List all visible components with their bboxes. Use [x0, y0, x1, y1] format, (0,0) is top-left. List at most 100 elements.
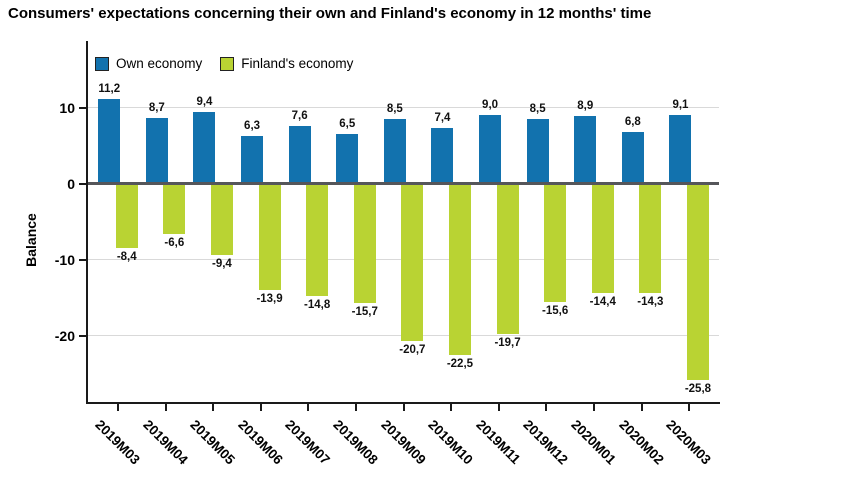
x-tick-label-2019M12: 2019M12	[520, 417, 572, 468]
bar-finlands-economy-2019M07	[306, 184, 329, 297]
bar-finlands-economy-2019M03	[115, 184, 138, 248]
bar-finlands-economy-2019M06	[258, 184, 281, 290]
value-label-own-economy-2019M12: 8,5	[529, 103, 546, 116]
bar-own-economy-2019M08	[336, 134, 359, 184]
x-tick-label-2019M05: 2019M05	[187, 417, 238, 468]
value-label-finlands-economy-2019M09: -20,7	[399, 344, 426, 357]
value-label-own-economy-2019M04: 8,7	[148, 101, 165, 114]
y-tick--20	[79, 334, 86, 337]
x-tick-label-2019M04: 2019M04	[139, 417, 191, 468]
x-tick-2019M09	[402, 404, 405, 411]
y-tick--10	[79, 258, 86, 261]
value-label-own-economy-2019M03: 11,2	[98, 82, 121, 95]
bar-own-economy-2020M03	[669, 114, 692, 184]
legend-item-finlands-economy: Finland's economy	[220, 56, 353, 71]
value-label-finlands-economy-2019M12: -15,6	[542, 305, 569, 318]
value-label-finlands-economy-2019M11: -19,7	[494, 336, 521, 349]
chart-title: Consumers' expectations concerning their…	[8, 5, 652, 22]
bar-finlands-economy-2019M11	[496, 184, 519, 334]
y-axis-title: Balance	[23, 213, 39, 267]
gridline-10	[88, 107, 719, 109]
legend: Own economy Finland's economy	[95, 56, 353, 71]
value-label-own-economy-2019M09: 8,5	[386, 103, 403, 116]
x-tick-2019M12	[545, 404, 548, 411]
x-tick-label-2019M03: 2019M03	[92, 417, 143, 468]
x-tick-2019M05	[212, 404, 215, 411]
x-tick-2020M01	[593, 404, 595, 411]
value-label-own-economy-2020M01: 8,9	[577, 100, 594, 113]
value-label-finlands-economy-2019M07: -14,8	[304, 299, 331, 312]
y-tick-10	[79, 106, 86, 109]
x-tick-2019M10	[450, 404, 453, 411]
value-label-own-economy-2019M07: 7,6	[291, 110, 308, 123]
bar-own-economy-2019M12	[526, 119, 549, 184]
bar-own-economy-2019M07	[288, 126, 311, 184]
value-label-own-economy-2020M02: 6,8	[624, 116, 641, 129]
value-label-finlands-economy-2019M10: -22,5	[446, 357, 474, 370]
value-label-finlands-economy-2020M02: -14,3	[637, 295, 664, 308]
legend-item-own-economy: Own economy	[95, 56, 202, 71]
bar-finlands-economy-2019M10	[448, 184, 471, 355]
y-tick-0	[79, 182, 86, 185]
value-label-finlands-economy-2019M05: -9,4	[212, 258, 232, 271]
bar-finlands-economy-2019M12	[544, 184, 567, 303]
bar-finlands-economy-2020M01	[591, 184, 614, 294]
bar-finlands-economy-2019M05	[210, 184, 233, 256]
value-label-own-economy-2019M08: 6,5	[339, 118, 356, 131]
x-tick-label-2020M02: 2020M02	[615, 417, 667, 468]
value-label-finlands-economy-2020M01: -14,4	[589, 296, 616, 309]
bar-own-economy-2019M05	[193, 112, 216, 184]
bar-own-economy-2019M06	[241, 136, 264, 184]
y-tick-label-10: 10	[59, 99, 75, 116]
value-label-own-economy-2019M10: 7,4	[434, 111, 451, 124]
y-axis-line	[86, 41, 88, 404]
x-tick-label-2020M03: 2020M03	[663, 417, 714, 468]
y-tick-label-0: 0	[67, 175, 75, 192]
bar-own-economy-2020M02	[621, 132, 644, 184]
x-tick-2019M11	[497, 404, 500, 411]
x-tick-2019M04	[164, 404, 167, 411]
x-tick-label-2019M08: 2019M08	[330, 417, 381, 468]
value-label-own-economy-2019M11: 9,0	[482, 99, 499, 112]
bar-own-economy-2019M10	[431, 127, 454, 184]
bar-finlands-economy-2019M09	[401, 184, 424, 342]
x-tick-2019M03	[117, 404, 119, 411]
x-tick-2020M03	[688, 404, 691, 411]
x-tick-label-2019M07: 2019M07	[282, 417, 334, 468]
legend-label-finlands-economy: Finland's economy	[241, 56, 354, 71]
bar-finlands-economy-2020M02	[639, 184, 662, 293]
bar-finlands-economy-2019M04	[163, 184, 186, 235]
value-label-finlands-economy-2019M06: -13,9	[256, 292, 283, 305]
value-label-own-economy-2020M03: 9,1	[672, 98, 689, 111]
legend-label-own-economy: Own economy	[116, 56, 203, 71]
value-label-finlands-economy-2019M08: -15,7	[351, 306, 378, 319]
y-tick-label--20: -20	[54, 327, 75, 344]
value-label-own-economy-2019M05: 9,4	[196, 96, 213, 109]
bar-finlands-economy-2019M08	[353, 184, 376, 304]
x-tick-2019M07	[307, 404, 310, 411]
bar-own-economy-2019M03	[98, 98, 121, 184]
x-tick-label-2019M06: 2019M06	[235, 417, 286, 468]
value-label-finlands-economy-2019M04: -6,6	[164, 237, 185, 250]
x-tick-2020M02	[640, 404, 643, 411]
value-label-own-economy-2019M06: 6,3	[244, 120, 261, 132]
y-tick-label--10: -10	[54, 251, 75, 268]
x-axis-line	[86, 402, 720, 404]
x-tick-label-2019M10: 2019M10	[425, 417, 476, 468]
bar-own-economy-2020M01	[574, 116, 597, 184]
legend-swatch-finlands-economy-icon	[220, 56, 235, 71]
value-label-finlands-economy-2019M03: -8,4	[116, 250, 137, 263]
x-tick-2019M08	[355, 404, 357, 411]
x-tick-label-2020M01: 2020M01	[568, 417, 619, 468]
value-label-finlands-economy-2020M03: -25,8	[684, 382, 712, 395]
bar-own-economy-2019M04	[145, 117, 168, 184]
bar-own-economy-2019M09	[383, 119, 406, 184]
legend-swatch-own-economy-icon	[95, 56, 109, 71]
bar-finlands-economy-2020M03	[686, 184, 709, 380]
bar-own-economy-2019M11	[479, 115, 502, 184]
x-tick-label-2019M11: 2019M11	[473, 417, 524, 467]
x-tick-2019M06	[259, 404, 262, 411]
x-tick-label-2019M09: 2019M09	[377, 417, 429, 468]
